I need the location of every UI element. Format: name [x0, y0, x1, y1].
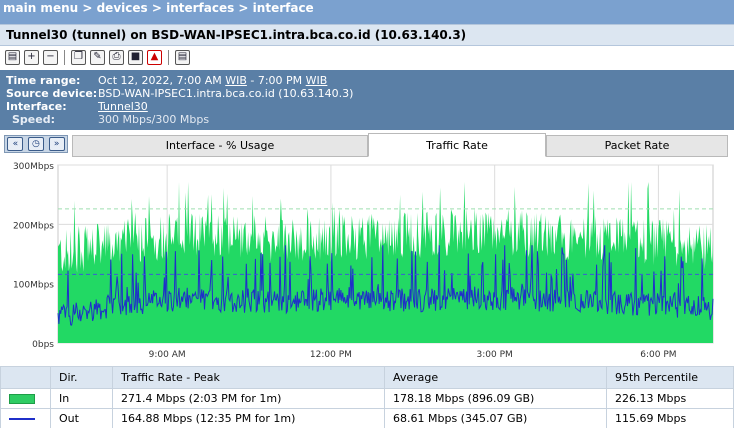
breadcrumb: main menu > devices > interfaces > inter…: [0, 0, 734, 24]
series-out-line: [57, 245, 714, 326]
tab-interface-usage[interactable]: Interface - % Usage: [72, 135, 368, 157]
print-preview-icon[interactable]: ▤: [5, 49, 20, 65]
percentile-cell: 115.69 Mbps: [606, 408, 734, 428]
stats-table: Dir. Traffic Rate - Peak Average 95th Pe…: [0, 366, 734, 428]
legend-header: [0, 366, 51, 389]
page-title: Tunnel30 (tunnel) on BSD-WAN-IPSEC1.intr…: [0, 24, 734, 46]
breadcrumb-separator: >: [234, 1, 253, 15]
pdf-icon[interactable]: ▲: [147, 49, 162, 65]
breadcrumb-separator: >: [147, 1, 167, 15]
legend-swatch-out: [0, 408, 51, 428]
dir-cell: In: [50, 388, 113, 409]
peak-cell: 271.4 Mbps (2:03 PM for 1m): [112, 388, 385, 409]
table-row: In 271.4 Mbps (2:03 PM for 1m) 178.18 Mb…: [0, 388, 734, 409]
x-tick-label: 3:00 PM: [477, 350, 513, 360]
percentile-header: 95th Percentile: [606, 366, 734, 389]
speed-label: Speed:: [12, 113, 55, 126]
peak-header: Traffic Rate - Peak: [112, 366, 385, 389]
percentile-cell: 226.13 Mbps: [606, 388, 734, 409]
legend-swatch-in: [0, 388, 51, 409]
breadcrumb-main-menu[interactable]: main menu: [3, 1, 79, 15]
traffic-rate-chart: 0bps 100Mbps 200Mbps 300Mbps 9:00 AM 12:00 PM…: [0, 157, 734, 365]
y-tick-label: 200Mbps: [13, 221, 54, 231]
breadcrumb-interfaces[interactable]: interfaces: [166, 1, 235, 15]
tab-bar: « ◷ » Interface - % Usage Traffic Rate P…: [0, 132, 734, 157]
breadcrumb-devices[interactable]: devices: [96, 1, 148, 15]
time-range-value: Oct 12, 2022, 7:00 AM WIB - 7:00 PM WIB: [98, 74, 328, 87]
time-range-label: Time range:: [6, 74, 81, 87]
x-tick-label: 6:00 PM: [640, 350, 676, 360]
info-panel: Time range: Oct 12, 2022, 7:00 AM WIB - …: [0, 70, 734, 130]
average-cell: 178.18 Mbps (896.09 GB): [384, 388, 607, 409]
table-row: Out 164.88 Mbps (12:35 PM for 1m) 68.61 …: [0, 408, 734, 428]
interface-link[interactable]: Tunnel30: [98, 100, 148, 113]
y-tick-label: 300Mbps: [13, 162, 54, 172]
chart-canvas: 0bps 100Mbps 200Mbps 300Mbps 9:00 AM 12:00 PM…: [13, 162, 714, 360]
zoom-in-icon[interactable]: +: [24, 49, 39, 65]
peak-cell: 164.88 Mbps (12:35 PM for 1m): [112, 408, 385, 428]
dir-cell: Out: [50, 408, 113, 428]
copy-icon[interactable]: ❐: [71, 49, 86, 65]
toolbar-divider: [64, 49, 65, 65]
dir-header: Dir.: [50, 366, 113, 389]
window-icon[interactable]: ▤: [175, 49, 190, 65]
x-tick-label: 9:00 AM: [149, 350, 186, 360]
y-tick-label: 0bps: [32, 340, 54, 350]
speed-value: 300 Mbps/300 Mbps: [98, 113, 210, 126]
print-icon[interactable]: ⎙: [109, 49, 124, 65]
x-tick-label: 12:00 PM: [310, 350, 352, 360]
save-icon[interactable]: ■: [128, 49, 143, 65]
interface-label: Interface:: [6, 100, 67, 113]
breadcrumb-interface: interface: [252, 1, 314, 15]
y-tick-label: 100Mbps: [13, 281, 54, 291]
zoom-out-icon[interactable]: −: [43, 49, 58, 65]
next-period-button[interactable]: »: [48, 137, 65, 151]
breadcrumb-separator: >: [78, 1, 97, 15]
source-device-value: BSD-WAN-IPSEC1.intra.bca.co.id (10.63.14…: [98, 87, 354, 100]
previous-period-button[interactable]: «: [7, 137, 24, 151]
report-icon[interactable]: ✎: [90, 49, 105, 65]
toolbar-divider: [168, 49, 169, 65]
tab-traffic-rate[interactable]: Traffic Rate: [368, 133, 546, 157]
toolbar: ▤ + − ❐ ✎ ⎙ ■ ▲ ▤: [0, 46, 734, 68]
source-device-label: Source device:: [6, 87, 98, 100]
average-cell: 68.61 Mbps (345.07 GB): [384, 408, 607, 428]
tab-packet-rate[interactable]: Packet Rate: [546, 135, 728, 157]
average-header: Average: [384, 366, 607, 389]
time-navigation: « ◷ »: [4, 135, 68, 153]
clock-icon[interactable]: ◷: [27, 137, 44, 151]
